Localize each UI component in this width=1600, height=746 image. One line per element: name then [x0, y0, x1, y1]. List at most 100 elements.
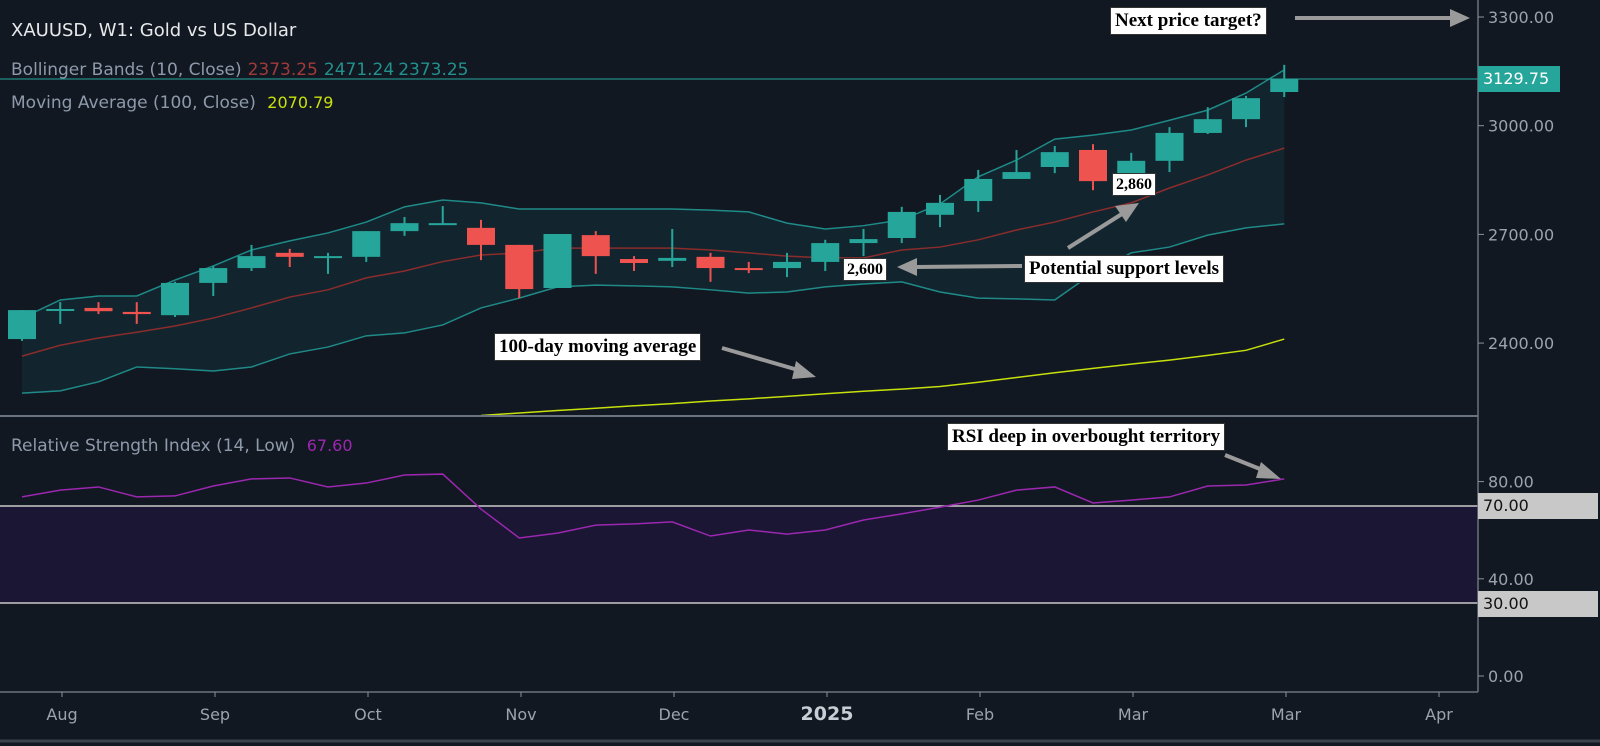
candle	[199, 265, 228, 296]
candle	[543, 234, 572, 289]
rsi-tick-label: 80.00	[1488, 473, 1534, 492]
price-axis[interactable]: 3300.00 3000.00 2700.00 2400.00	[1478, 8, 1554, 353]
candle-body	[1232, 98, 1260, 120]
candle-body	[122, 311, 151, 315]
rsi-lower-badge: 30.00	[1478, 591, 1598, 617]
candle	[1040, 145, 1069, 174]
rsi-value: 67.60	[306, 436, 353, 455]
rsi-axis[interactable]: 80.00 40.00 0.00	[1478, 473, 1534, 686]
time-tick-label: Mar	[1118, 705, 1149, 724]
annotation-next-price-target: Next price target?	[1110, 7, 1267, 35]
candle-body	[964, 178, 993, 202]
time-tick-label: Sep	[200, 705, 230, 724]
bollinger-upper-line	[21, 69, 1285, 319]
arrow-head-icon	[897, 258, 917, 276]
candle-body	[543, 234, 572, 289]
candle	[390, 216, 419, 236]
ma-legend[interactable]: Moving Average (100, Close) 2070.79	[11, 93, 339, 113]
candle-body	[505, 244, 534, 290]
candle	[658, 228, 687, 267]
candle	[8, 310, 36, 341]
candle	[696, 252, 725, 282]
candle-body	[161, 282, 189, 316]
price-tick-label: 3000.00	[1488, 117, 1554, 136]
candle-body	[696, 256, 725, 269]
arrow-icon	[721, 346, 799, 372]
candle	[734, 261, 763, 274]
candle	[84, 302, 113, 315]
candle	[505, 244, 534, 299]
bollinger-lower-value: 2373.25	[398, 60, 469, 80]
bollinger-lower-line	[21, 223, 1285, 394]
bollinger-basis-value: 2373.25	[247, 60, 318, 80]
candle-body	[849, 239, 878, 244]
candle	[467, 219, 495, 261]
time-tick-label: Dec	[659, 705, 690, 724]
candle-body	[314, 256, 342, 259]
candle-body	[428, 223, 457, 226]
candle	[161, 281, 189, 317]
candles	[8, 64, 1299, 341]
ma-label: Moving Average (100, Close)	[11, 93, 256, 113]
time-tick-label: 2025	[801, 703, 854, 725]
time-tick-label: Oct	[354, 705, 382, 724]
rsi-upper-badge: 70.00	[1478, 493, 1598, 519]
candle-body	[467, 227, 495, 245]
annotation-arrows	[721, 9, 1470, 479]
price-tick-label: 2700.00	[1488, 225, 1554, 244]
rsi-line	[21, 473, 1285, 539]
candle	[352, 231, 381, 262]
arrow-head-icon	[1256, 462, 1281, 479]
candle	[237, 244, 266, 271]
candle	[1079, 144, 1107, 191]
annotation-2860: 2,860	[1112, 173, 1156, 196]
bollinger-label: Bollinger Bands (10, Close)	[11, 60, 242, 80]
candle-body	[46, 309, 75, 312]
bollinger-bands	[21, 69, 1285, 394]
price-tick-label: 2400.00	[1488, 334, 1554, 353]
candle-body	[887, 211, 916, 239]
candle-body	[352, 231, 381, 257]
time-tick-label: Mar	[1271, 705, 1302, 724]
candle	[314, 252, 342, 274]
arrow-head-icon	[1115, 203, 1139, 222]
candle-body	[1270, 78, 1299, 92]
rsi-overbought-oversold-zone	[0, 506, 1478, 603]
bollinger-legend[interactable]: Bollinger Bands (10, Close) 2373.25 2471.2…	[11, 60, 475, 80]
candle	[1193, 107, 1222, 135]
moving-average-100	[480, 338, 1285, 417]
annotation-potential-support: Potential support levels	[1024, 255, 1224, 283]
candle-body	[811, 243, 840, 262]
candle	[122, 302, 151, 324]
candle	[275, 248, 304, 267]
ma-line	[480, 338, 1285, 417]
candle	[887, 206, 916, 244]
candle-body	[1193, 119, 1222, 133]
time-tick-label: Apr	[1425, 705, 1453, 724]
arrow-icon	[1066, 210, 1127, 250]
candle-body	[581, 235, 610, 257]
time-tick-label: Nov	[505, 705, 536, 724]
candle-body	[1079, 149, 1107, 182]
candle-body	[926, 202, 954, 215]
rsi-label: Relative Strength Index (14, Low)	[11, 436, 296, 456]
candle-body	[773, 261, 801, 269]
time-tick-label: Feb	[966, 705, 994, 724]
arrow-icon	[1224, 453, 1266, 473]
candle	[773, 252, 801, 278]
candle	[926, 194, 954, 228]
candle-body	[237, 256, 266, 269]
time-axis[interactable]: Aug Sep Oct Nov Dec 2025 Feb Mar Mar Apr	[46, 692, 1453, 725]
arrow-head-icon	[1450, 9, 1470, 27]
arrow-head-icon	[792, 361, 816, 379]
candle-body	[658, 257, 687, 261]
rsi-legend[interactable]: Relative Strength Index (14, Low) 67.60	[11, 436, 359, 456]
candle	[964, 169, 993, 212]
ma-value: 2070.79	[267, 93, 334, 112]
candle-body	[1040, 152, 1069, 167]
candle-body	[199, 268, 228, 283]
bollinger-upper-value: 2471.24	[323, 60, 395, 80]
candle	[1232, 95, 1260, 128]
annotation-rsi-overbought: RSI deep in overbought territory	[947, 423, 1226, 451]
